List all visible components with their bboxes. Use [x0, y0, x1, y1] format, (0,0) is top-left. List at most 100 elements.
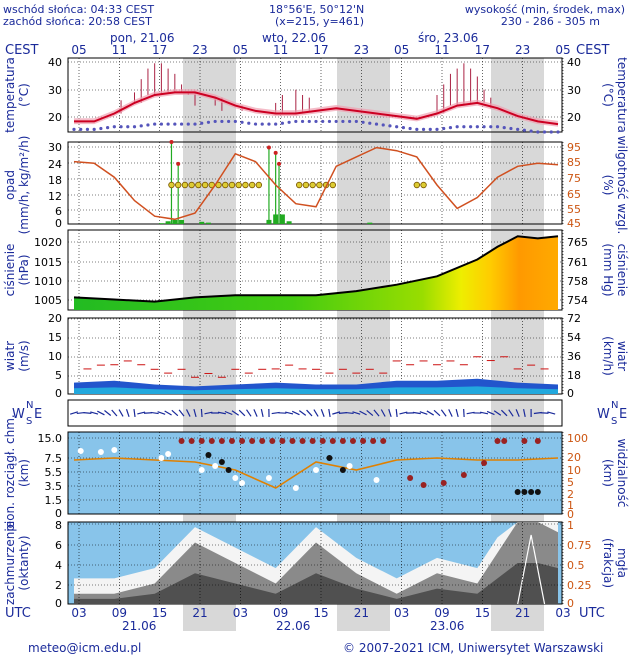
wind-arrow — [238, 409, 246, 417]
rh-tick-85: 85 — [567, 156, 581, 169]
temp-ylabel-right-unit: (°C) — [601, 83, 615, 107]
cloud-base-dot — [188, 438, 195, 444]
cloud-base-dot — [407, 475, 414, 481]
svg-text:W: W — [12, 407, 25, 422]
dewpoint-dot — [200, 121, 204, 125]
svg-text:S: S — [611, 416, 617, 427]
bottom-hour-label: 03 — [233, 606, 248, 620]
wind-ylabel-left: wiatr — [3, 341, 17, 371]
precip-tick-24: 24 — [48, 158, 62, 171]
rain-bar — [172, 219, 178, 224]
cloud-base-dot — [370, 438, 377, 444]
wind-arrow — [455, 408, 459, 418]
rain-bar — [205, 222, 211, 224]
top-day-2: wto, 22.06 — [262, 31, 326, 45]
snow-dot — [174, 181, 182, 189]
cloud-base-dot — [299, 438, 306, 444]
cloud-ylabel-left-unit: (oktanty) — [17, 535, 31, 590]
wind-tick-5: 5 — [55, 369, 62, 382]
temp-ticks: 40 30 20 40 30 20 — [48, 56, 581, 124]
vis-tick-15: 15.0 — [38, 432, 63, 445]
cloud-base-dot — [420, 482, 427, 488]
bottom-day-1: 21.06 — [122, 619, 156, 633]
cloud-base-dot — [339, 467, 346, 473]
temp-ylabel-left-unit: (°C) — [17, 83, 31, 107]
top-hour-label: 05 — [71, 43, 86, 57]
bottom-hour-label: 15 — [475, 606, 490, 620]
wind-arrow — [246, 409, 252, 417]
wind-arrow — [70, 411, 78, 415]
dewpoint-dot — [179, 122, 184, 126]
wind-arrow — [412, 411, 421, 415]
cloud-ylabel-left: zachmurzenie — [3, 521, 17, 605]
rain-bar — [199, 221, 205, 224]
wind-arrow — [500, 409, 508, 417]
dewpoint-dot — [381, 123, 385, 127]
fog-line — [517, 534, 546, 605]
wind-arrow — [253, 409, 258, 417]
wind-arrow — [76, 411, 85, 415]
dewpoint-dot — [469, 125, 473, 129]
wind-tick-15: 15 — [48, 331, 62, 344]
top-hour-label: 23 — [515, 43, 530, 57]
vis-tick-1.5: 1.5 — [45, 494, 63, 507]
temp-tick-20-r: 20 — [567, 111, 581, 124]
dewpoint-dot — [549, 130, 553, 134]
cloud-base-dot — [494, 438, 501, 444]
dewpoint-dot — [193, 122, 197, 126]
temp-band — [74, 89, 558, 127]
snow-dot — [228, 181, 236, 189]
rain-bar — [286, 221, 292, 224]
elevation-title: wysokość (min, środek, max) — [464, 3, 625, 16]
dewpoint-dot — [300, 119, 305, 124]
dewpoint-dot — [307, 119, 311, 124]
cloud-panel: 8 6 4 2 0 1 0.75 0.5 0.25 0 zachmurzenie… — [3, 519, 629, 610]
wind-arrow — [540, 412, 549, 414]
rh-ylabel-unit: (%) — [601, 175, 615, 196]
wind-tick-72: 72 — [567, 312, 581, 325]
dewpoint-dot — [79, 127, 83, 131]
dewpoint-dot — [260, 122, 264, 126]
cloud-base-dot — [460, 472, 467, 478]
dewpoint-dot — [99, 126, 103, 131]
wind-arrow — [533, 411, 542, 415]
press-tick-761: 761 — [567, 256, 588, 269]
wind-tick-36: 36 — [567, 350, 581, 363]
cloud-base-dot — [521, 438, 528, 444]
cloud-base-dot — [514, 489, 521, 495]
cloud-base-dot — [349, 438, 356, 444]
top-hour-label: 17 — [313, 43, 328, 57]
wind-arrow — [111, 409, 118, 417]
wind-arrow — [440, 409, 447, 417]
temperature-panel: 40 30 20 40 30 20 temperatura (°C) (°C) … — [3, 56, 629, 134]
dewpoint-dot — [119, 125, 123, 129]
cloud-base-dot — [198, 438, 205, 444]
temp-tick-30: 30 — [48, 84, 62, 97]
snow-dot — [248, 181, 256, 189]
temp-tick-40-r: 40 — [567, 56, 581, 69]
bottom-time-axis: UTC UTC 03 09 15 21 03 09 15 21 03 09 15 21 03 21.06… — [5, 606, 605, 633]
cloud-base-dot — [521, 489, 528, 495]
rh-tick-65: 65 — [567, 188, 581, 201]
dewpoint-dot — [408, 126, 412, 131]
cloud-base-dot — [534, 438, 541, 444]
dewpoint-dot — [368, 121, 372, 125]
pressure-line — [73, 235, 559, 303]
press-ylabel-left: ciśnienie — [3, 244, 17, 297]
top-tz-right: CEST — [576, 43, 610, 58]
rain-bars — [158, 140, 373, 224]
fog-tick-0: 0 — [567, 597, 574, 610]
cloud-base-dot — [165, 451, 172, 457]
vis-r-0: 0 — [567, 508, 574, 521]
wind-arrow — [185, 409, 191, 417]
vis-tick-5.5: 5.5 — [45, 466, 63, 479]
cloud-base-dot — [232, 475, 239, 481]
wind-arrow — [373, 409, 380, 417]
press-tick-1015: 1015 — [34, 256, 62, 269]
dewpoint-dot — [542, 130, 547, 134]
precip-ylabel-left: opad — [3, 170, 17, 200]
dewpoint-dot — [146, 123, 150, 127]
top-hour-label: 05 — [394, 43, 409, 57]
press-tick-1020: 1020 — [34, 236, 62, 249]
